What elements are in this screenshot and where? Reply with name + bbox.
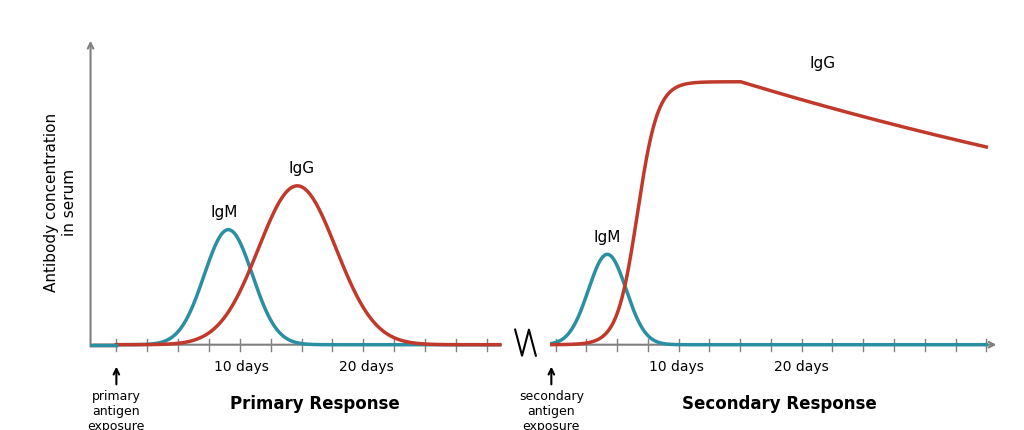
Text: 10 days: 10 days xyxy=(649,360,703,374)
Text: IgM: IgM xyxy=(594,230,621,245)
Text: Primary Response: Primary Response xyxy=(229,395,399,413)
Text: secondary
antigen
exposure: secondary antigen exposure xyxy=(519,390,584,430)
Text: primary
antigen
exposure: primary antigen exposure xyxy=(88,390,145,430)
Text: Antibody concentration
in serum: Antibody concentration in serum xyxy=(44,113,77,292)
Text: IgG: IgG xyxy=(810,56,836,71)
Text: IgG: IgG xyxy=(289,161,314,176)
Text: IgM: IgM xyxy=(210,205,238,220)
Text: 10 days: 10 days xyxy=(214,360,268,374)
Text: Secondary Response: Secondary Response xyxy=(682,395,877,413)
Text: 20 days: 20 days xyxy=(339,360,393,374)
Text: 20 days: 20 days xyxy=(774,360,828,374)
Bar xyxy=(502,326,550,364)
